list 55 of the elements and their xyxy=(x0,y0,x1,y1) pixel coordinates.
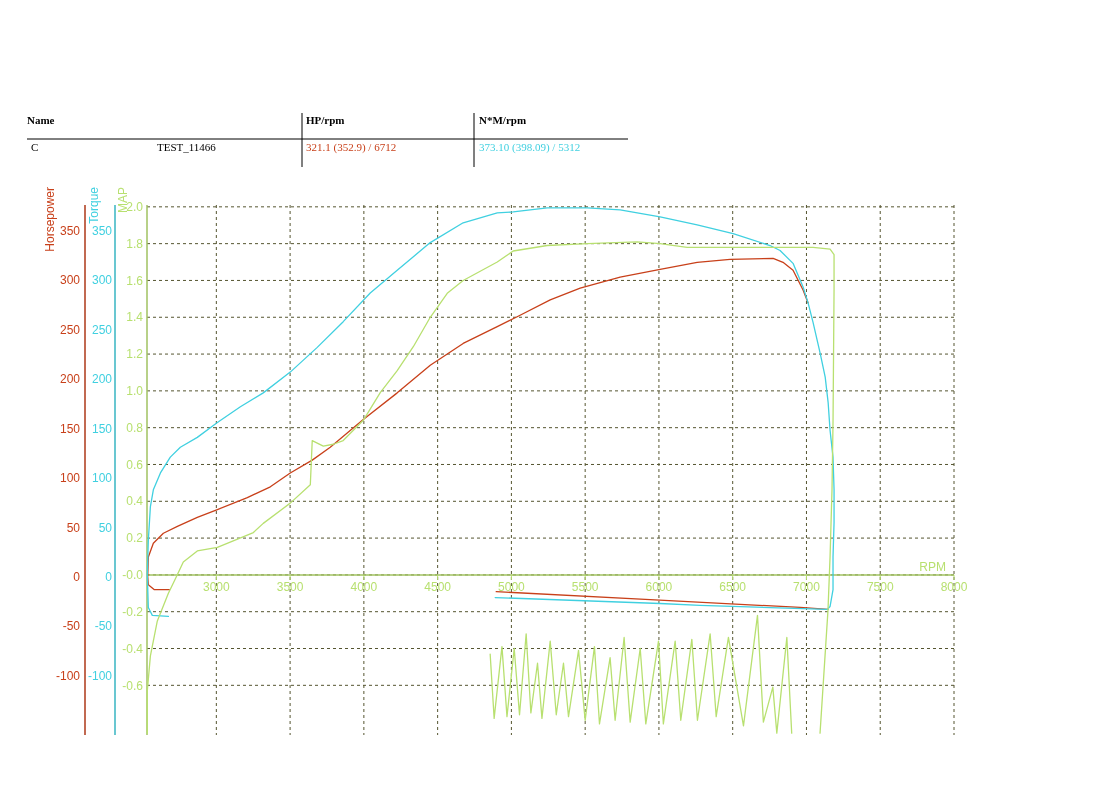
text: HP/rpm xyxy=(306,114,345,126)
y3-tick-label: -0.0 xyxy=(122,568,144,583)
y3-tick-label: 0.4 xyxy=(126,494,144,509)
y2-tick-label: 50 xyxy=(98,520,113,535)
y-tick-label: 150 xyxy=(59,421,81,436)
text: N*M/rpm xyxy=(479,114,527,126)
y3-tick-label: 0.6 xyxy=(126,457,144,472)
y2-tick-label: 200 xyxy=(91,372,113,387)
y-tick-label: 50 xyxy=(66,520,81,535)
y-tick-label: 350 xyxy=(59,223,81,238)
y3-tick-label: 1.8 xyxy=(126,236,144,251)
y2-tick-label: 100 xyxy=(91,471,113,486)
y2-tick-label: 350 xyxy=(91,223,113,238)
x-tick-label: 5000 xyxy=(498,579,526,594)
text: 321.1 (352.9) / 6712 xyxy=(306,141,397,154)
y2-tick-label: -100 xyxy=(87,668,113,683)
y3-tick-label: 1.0 xyxy=(126,384,144,399)
y-tick-label: 300 xyxy=(59,273,81,288)
y3-tick-label: 0.2 xyxy=(126,531,144,546)
y-tick-label: 0 xyxy=(73,569,81,584)
y-tick-label: 200 xyxy=(59,372,81,387)
y2-tick-label: 150 xyxy=(91,421,113,436)
y-tick-label: 100 xyxy=(59,471,81,486)
x-tick-label: 7000 xyxy=(793,579,821,594)
y-tick-label: -100 xyxy=(55,668,81,683)
x-tick-label: 3500 xyxy=(276,579,304,594)
x-tick-label: 8000 xyxy=(940,579,968,594)
y2-tick-label: 300 xyxy=(91,273,113,288)
y3-tick-label: -0.6 xyxy=(122,678,144,693)
x-tick-label: 6000 xyxy=(645,579,673,594)
x-axis-title: RPM xyxy=(919,559,946,574)
y3-tick-label: -0.2 xyxy=(122,604,144,619)
text: C xyxy=(31,141,39,153)
y-tick-label: -50 xyxy=(62,619,81,634)
text: Name xyxy=(27,114,55,126)
y3-tick-label: 1.2 xyxy=(126,347,144,362)
y3-tick-label: 1.6 xyxy=(126,273,144,288)
y2-tick-label: 250 xyxy=(91,322,113,337)
text: 373.10 (398.09) / 5312 xyxy=(479,141,581,154)
y3-tick-label: -0.4 xyxy=(122,641,144,656)
x-tick-label: 4000 xyxy=(350,579,378,594)
y3-tick-label: 2.0 xyxy=(126,200,144,215)
y2-tick-label: -50 xyxy=(94,619,113,634)
x-tick-label: 5500 xyxy=(571,579,599,594)
x-tick-label: 6500 xyxy=(719,579,747,594)
x-tick-label: 4500 xyxy=(424,579,452,594)
y2-axis-title: Torque xyxy=(87,186,101,224)
y3-tick-label: 0.8 xyxy=(126,420,144,435)
text: TEST_11466 xyxy=(157,141,217,153)
y-axis-title: Horsepower xyxy=(43,187,57,252)
y3-tick-label: 1.4 xyxy=(126,310,144,325)
y2-tick-label: 0 xyxy=(105,569,113,584)
x-tick-label: 7500 xyxy=(866,579,894,594)
y-tick-label: 250 xyxy=(59,322,81,337)
x-tick-label: 3000 xyxy=(202,579,231,594)
